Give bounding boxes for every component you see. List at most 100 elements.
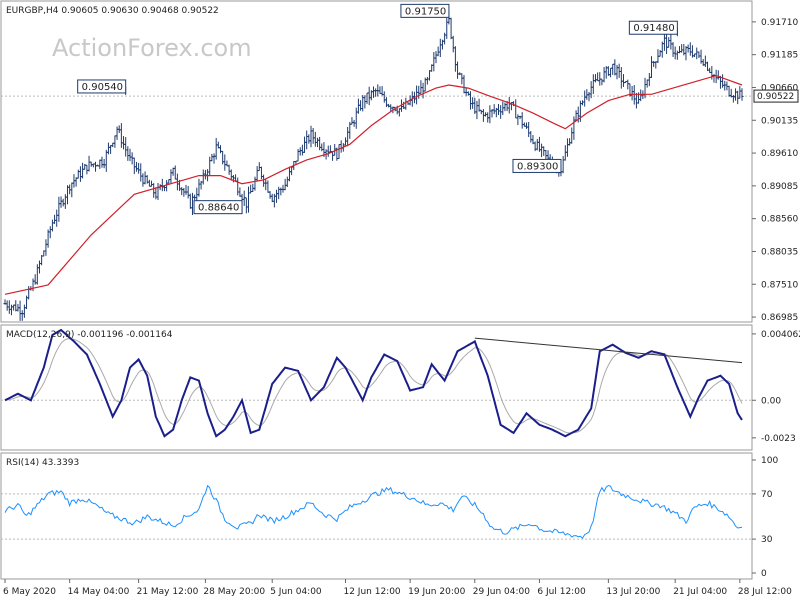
annotation-label: 0.89300 xyxy=(517,161,558,172)
price-axis-label: 0.89085 xyxy=(761,182,798,192)
price-bar xyxy=(565,138,570,157)
price-annotation: 0.91480 xyxy=(628,20,678,37)
price-bar xyxy=(488,105,492,124)
price-bar xyxy=(137,162,141,174)
price-series: 0.90540 0.88640 0.91750 0.89300 0.91480 xyxy=(1,3,752,321)
price-bar xyxy=(283,178,287,191)
price-bar xyxy=(568,138,572,146)
price-bar xyxy=(208,156,212,176)
macd-axis-label: -0.0023 xyxy=(761,434,796,444)
price-bar xyxy=(227,164,231,175)
price-bar xyxy=(464,87,468,96)
price-bar xyxy=(339,140,343,153)
price-bar xyxy=(365,92,369,104)
price-bar xyxy=(350,117,354,125)
price-bar xyxy=(115,126,119,140)
price-bar xyxy=(85,164,89,175)
price-bar xyxy=(468,91,473,110)
price-bar xyxy=(305,130,309,150)
price-bar xyxy=(451,35,455,53)
price-bar xyxy=(475,100,479,120)
price-bar xyxy=(287,166,292,182)
price-bar xyxy=(221,150,225,165)
price-axis-label: 0.88560 xyxy=(761,215,798,225)
moving-average-line xyxy=(4,74,743,295)
price-bar xyxy=(223,154,227,171)
price-bar xyxy=(503,102,507,112)
price-bar xyxy=(309,125,313,148)
rsi-series xyxy=(1,484,752,540)
price-bar xyxy=(78,166,83,182)
price-bar xyxy=(285,176,289,188)
price-bar xyxy=(630,85,634,101)
price-bar xyxy=(533,141,537,152)
price-bar xyxy=(87,155,91,172)
price-bar xyxy=(296,149,300,162)
price-bar xyxy=(438,38,442,58)
price-bar xyxy=(453,46,457,72)
price-bar xyxy=(561,156,565,174)
macd-signal-line xyxy=(4,338,743,434)
price-bar xyxy=(281,184,285,193)
price-bar xyxy=(455,61,460,79)
price-bar xyxy=(55,209,59,227)
price-bar xyxy=(563,145,567,161)
price-bar xyxy=(251,183,255,193)
price-bar xyxy=(358,100,363,111)
price-bar xyxy=(274,189,279,203)
price-bar xyxy=(602,67,606,83)
price-axis-label: 0.87510 xyxy=(761,280,798,290)
price-bar xyxy=(643,77,647,99)
price-axis-label: 0.89610 xyxy=(761,149,798,159)
price-bar xyxy=(210,153,214,162)
price-bar xyxy=(378,86,382,95)
price-bar xyxy=(658,50,662,57)
price-axis-label: 0.88035 xyxy=(761,247,798,257)
price-bar xyxy=(124,137,128,157)
price-bar xyxy=(128,148,132,162)
price-bar xyxy=(705,61,710,72)
price-bar xyxy=(673,46,677,60)
price-bar xyxy=(740,88,744,101)
price-bar xyxy=(611,63,615,75)
price-bar xyxy=(139,163,143,182)
price-bar xyxy=(102,158,106,169)
price-bar xyxy=(119,123,123,148)
price-bar xyxy=(652,60,656,67)
price-bar xyxy=(593,74,598,83)
price-bar xyxy=(141,173,145,187)
price-bar xyxy=(619,67,623,89)
price-bar xyxy=(615,64,619,80)
price-axis-label: 0.86985 xyxy=(761,313,798,323)
price-bar xyxy=(80,162,85,179)
price-bar xyxy=(703,55,707,67)
price-bar xyxy=(380,86,384,96)
time-axis-label: 13 Jul 20:00 xyxy=(606,587,660,597)
price-bar xyxy=(236,177,240,196)
price-bar xyxy=(134,161,139,172)
price-bar xyxy=(152,183,156,198)
price-bar xyxy=(40,255,44,266)
price-bar xyxy=(22,304,26,318)
price-bar xyxy=(65,185,70,205)
price-bar xyxy=(591,74,595,94)
price-bar xyxy=(253,176,257,191)
price-bar xyxy=(156,182,160,200)
price-bar xyxy=(647,72,651,87)
price-bar xyxy=(337,144,341,160)
time-axis-label: 6 May 2020 xyxy=(3,587,56,597)
price-bar xyxy=(257,162,261,172)
price-bar xyxy=(524,122,529,129)
annotation-box xyxy=(193,200,243,215)
price-bar xyxy=(149,180,154,187)
rsi-axis-label: 70 xyxy=(761,490,773,500)
macd-axis-label: 0.004062 xyxy=(761,330,800,340)
price-bar xyxy=(18,300,22,321)
price-bar xyxy=(374,88,378,97)
annotation-box xyxy=(628,20,678,35)
price-bar xyxy=(50,219,55,232)
price-bar xyxy=(669,33,673,50)
price-bar xyxy=(736,90,740,105)
price-bar xyxy=(583,90,587,107)
